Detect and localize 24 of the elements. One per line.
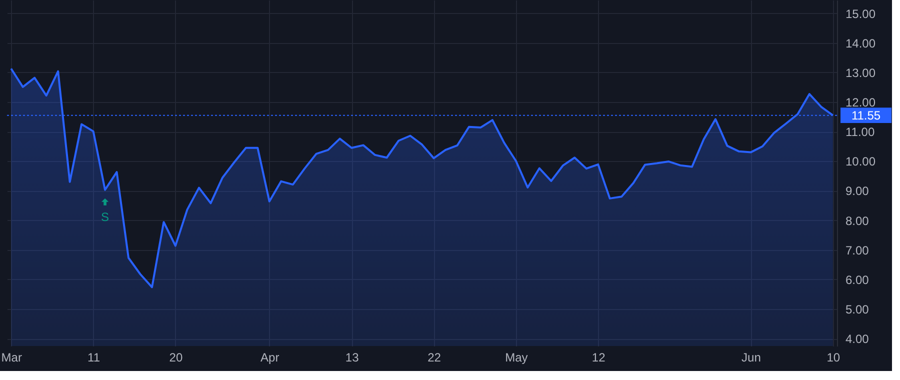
x-tick-label: 13 <box>345 350 360 364</box>
x-tick-label: May <box>505 350 528 364</box>
y-tick-label: 4.00 <box>846 332 870 346</box>
x-tick-label: 10 <box>826 350 840 364</box>
y-tick-label: 10.00 <box>846 154 876 169</box>
x-tick-label: 22 <box>428 350 442 364</box>
y-tick-label: 5.00 <box>846 302 870 317</box>
x-tick-label: 11 <box>88 350 100 364</box>
y-tick-label: 9.00 <box>846 184 870 198</box>
x-tick-label: 20 <box>169 350 183 364</box>
y-tick-label: 12.00 <box>846 96 876 110</box>
x-tick-label: Mar <box>1 350 22 364</box>
y-tick-label: 8.00 <box>846 214 870 228</box>
x-tick-label: Jun <box>742 350 761 364</box>
x-tick-label: Apr <box>260 350 280 364</box>
y-tick-label: 15.00 <box>846 6 876 21</box>
ref-line-label: 11.55 <box>851 108 881 122</box>
y-tick-label: 14.00 <box>846 36 876 50</box>
y-tick-label: 11.00 <box>846 125 875 140</box>
y-tick-label: 13.00 <box>846 66 876 80</box>
x-tick-label: 12 <box>592 350 606 364</box>
y-tick-label: 7.00 <box>846 243 870 258</box>
annotation: S <box>101 210 110 224</box>
y-tick-label: 6.00 <box>846 272 870 287</box>
